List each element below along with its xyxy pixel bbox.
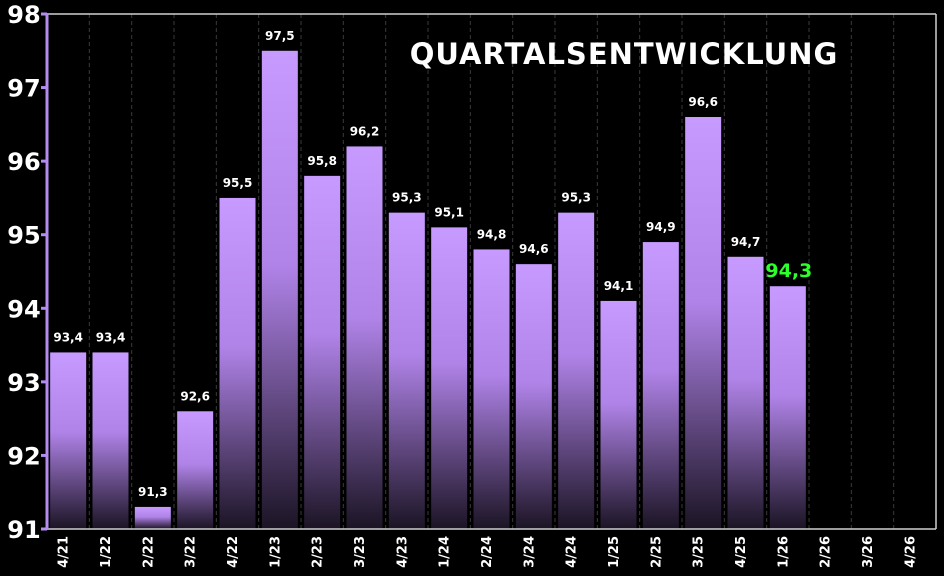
x-tick-label: 2/26 <box>819 536 834 568</box>
y-tick-label: 92 <box>7 442 40 470</box>
x-tick-label: 4/24 <box>565 536 580 568</box>
bar-value-label: 95,3 <box>392 191 422 205</box>
bar-value-label: 93,4 <box>96 330 126 344</box>
bar-value-label: 94,7 <box>731 235 761 249</box>
x-tick-label: 1/24 <box>438 536 453 568</box>
bar <box>431 227 468 529</box>
bar-value-label: 95,5 <box>223 176 253 190</box>
bar-value-label: 94,9 <box>646 220 676 234</box>
x-tick-label: 2/24 <box>480 536 495 568</box>
y-tick-label: 91 <box>7 516 40 544</box>
bar <box>261 50 298 530</box>
x-tick-label: 3/23 <box>353 536 368 568</box>
x-tick-label: 3/26 <box>861 536 876 568</box>
x-tick-label: 4/22 <box>226 536 241 568</box>
y-tick-label: 94 <box>7 295 40 323</box>
axes: 91 92 93 94 95 96 97 98 4/21 1/22 2/22 3/22 4/22 1/23… <box>7 1 937 568</box>
x-tick-label: 3/24 <box>522 536 537 568</box>
x-tick-label: 3/22 <box>184 536 199 568</box>
bar <box>600 300 637 529</box>
y-tick-label: 95 <box>7 222 40 250</box>
bar-value-label: 92,6 <box>180 389 210 403</box>
x-tick-label: 1/25 <box>607 536 622 568</box>
bar-value-label: 93,4 <box>53 330 83 344</box>
grid-lines <box>88 14 895 529</box>
bar <box>134 506 171 529</box>
x-tick-label: 4/25 <box>734 536 749 568</box>
bar-value-label: 95,3 <box>561 191 591 205</box>
x-tick-label: 4/26 <box>903 536 918 568</box>
x-tick-label: 4/23 <box>395 536 410 568</box>
bar-value-label: 94,1 <box>604 279 634 293</box>
bar <box>92 352 129 529</box>
y-tick-label: 96 <box>7 148 40 176</box>
x-tick-label: 2/23 <box>311 536 326 568</box>
bar-value-label: 94,6 <box>519 242 549 256</box>
y-tick-label: 97 <box>7 75 40 103</box>
bar <box>558 212 595 529</box>
bar <box>219 197 256 529</box>
bar <box>727 256 764 529</box>
x-tick-label: 2/25 <box>649 536 664 568</box>
bar <box>515 264 552 529</box>
bar <box>346 146 383 529</box>
bar <box>642 242 679 530</box>
y-tick-label: 98 <box>7 1 40 29</box>
bar-value-label: 95,1 <box>434 205 464 219</box>
bar <box>388 212 425 529</box>
x-tick-label: 1/23 <box>268 536 283 568</box>
bar-value-label: 96,6 <box>688 95 718 109</box>
x-tick-label: 4/21 <box>57 536 72 568</box>
bar-value-label: 97,5 <box>265 29 295 43</box>
x-tick-label: 1/22 <box>99 536 114 568</box>
bar <box>177 411 214 529</box>
x-tick-label: 1/26 <box>776 536 791 568</box>
x-tick-label: 3/25 <box>692 536 707 568</box>
bars <box>50 50 806 530</box>
bar-value-label: 91,3 <box>138 485 168 499</box>
x-tick-label: 2/22 <box>141 536 156 568</box>
bar-value-label: 96,2 <box>350 124 380 138</box>
y-tick-label: 93 <box>7 369 40 397</box>
bar <box>50 352 87 529</box>
bar <box>685 117 722 529</box>
bar-value-label: 95,8 <box>307 154 337 168</box>
highlighted-value-label: 94,3 <box>765 260 812 282</box>
bar <box>304 175 341 529</box>
bar <box>769 286 806 529</box>
bar-value-label: 94,8 <box>477 227 507 241</box>
chart-title: QUARTALSENTWICKLUNG <box>410 37 839 71</box>
bar <box>473 249 510 529</box>
value-labels: 93,4 93,4 91,3 92,6 95,5 97,5 95,8 96,2 95,3 95,1… <box>53 29 812 499</box>
